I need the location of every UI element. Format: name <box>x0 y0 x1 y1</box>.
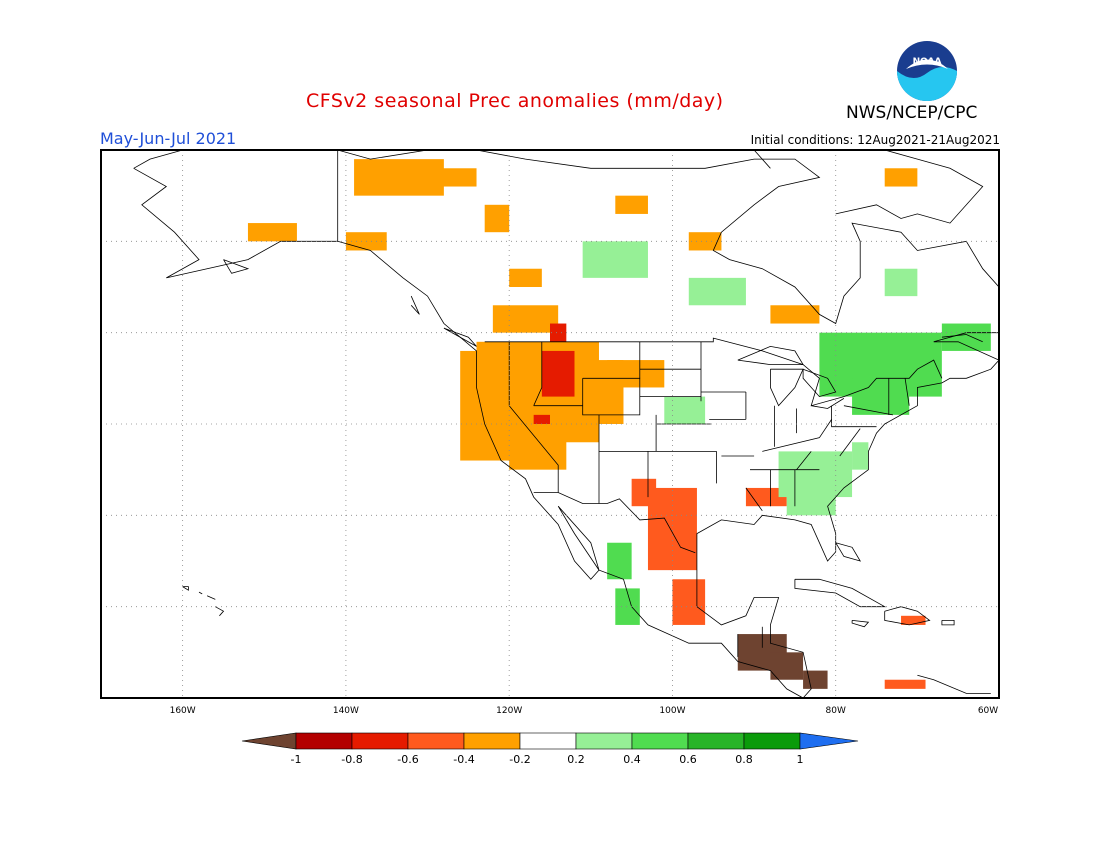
anomaly-cell-alaska-yukon-dry <box>509 268 542 287</box>
coastline-path <box>802 368 837 398</box>
anomaly-cell-hudson-bay-wet <box>664 396 706 424</box>
anomaly-cell-caribbean-dry <box>884 679 926 689</box>
anomaly-cell-texas-mexico-dry <box>672 579 706 625</box>
coastline-path <box>215 606 225 617</box>
lon-label: 120W <box>496 706 522 716</box>
colorbar-label: -0.6 <box>397 753 418 766</box>
coastline-path <box>851 620 870 628</box>
anomaly-cells <box>247 159 991 689</box>
colorbar-box <box>351 732 409 750</box>
coastline-path <box>206 595 216 600</box>
anomaly-cell-caribbean-dry <box>901 615 926 625</box>
lon-label: 60W <box>978 706 998 716</box>
colorbar-right-arrow <box>799 732 859 750</box>
anomaly-cell-northwest-us-dry <box>509 424 567 470</box>
lon-label: 100W <box>659 706 685 716</box>
coastline-path <box>941 334 983 343</box>
anomaly-cell-texas-mexico-dry <box>631 478 657 507</box>
season-label: May-Jun-Jul 2021 <box>100 129 237 148</box>
coastline-path <box>223 259 250 274</box>
colorbar-label: -0.4 <box>453 753 474 766</box>
colorbar-box <box>407 732 465 750</box>
anomaly-cell-hudson-bay-wet <box>688 277 746 306</box>
anomaly-cell-southeast-us-wet <box>786 487 836 516</box>
colorbar-box <box>687 732 745 750</box>
colorbar-label: -1 <box>291 753 302 766</box>
coastline-path <box>811 398 845 409</box>
coastline-path <box>904 378 910 406</box>
anomaly-cell-northwest-us-dry <box>492 305 559 333</box>
coastline-path <box>770 368 804 407</box>
colorbar-label: 1 <box>797 753 804 766</box>
anomaly-cell-central-america-very-dry <box>803 670 828 689</box>
colorbar-label: -0.2 <box>509 753 530 766</box>
anomaly-cell-central-america-very-dry <box>770 652 804 680</box>
coastline-path <box>843 405 893 416</box>
colorbar-label: 0.8 <box>735 753 753 766</box>
colorbar-left-arrow <box>241 732 297 750</box>
colorbar-box <box>519 732 577 750</box>
coastline-path <box>941 620 955 626</box>
coastline-path <box>484 337 943 407</box>
anomaly-cell-idaho-montana-core <box>550 323 567 342</box>
anomaly-cell-northeast-us-quebec-wet <box>852 378 910 415</box>
coastline-path <box>835 149 984 224</box>
coastline-path <box>762 419 832 452</box>
anomaly-cell-alaska-yukon-dry <box>484 204 510 233</box>
lon-label: 140W <box>333 706 359 716</box>
anomaly-cell-alaska-yukon-dry <box>615 195 648 214</box>
noaa-logo-icon: NOAA <box>897 41 957 101</box>
coastline-path <box>745 487 763 512</box>
agency-label: NWS/NCEP/CPC <box>846 103 978 123</box>
coastline-path <box>737 345 804 365</box>
coastline-path <box>794 578 887 608</box>
lon-labels: 160W 140W 120W 100W 80W 60W <box>170 706 999 716</box>
lon-label: 80W <box>826 706 846 716</box>
map-border <box>100 149 1000 699</box>
coastline-path <box>533 341 543 406</box>
anomaly-cell-alaska-yukon-dry <box>688 232 722 251</box>
coastline-path <box>582 377 641 416</box>
colorbar-box <box>743 732 801 750</box>
svg-text:NOAA: NOAA <box>913 57 942 67</box>
coastline-path <box>133 167 804 699</box>
colorbar-label: 0.2 <box>567 753 585 766</box>
anomaly-cell-idaho-montana-core <box>541 350 575 397</box>
anomaly-cell-idaho-montana-core <box>533 414 550 424</box>
anomaly-cell-alaska-yukon-dry <box>884 168 918 187</box>
anomaly-cell-alaska-yukon-dry <box>247 223 297 242</box>
colorbar-box <box>463 732 521 750</box>
anomaly-cell-alaska-yukon-dry <box>770 305 820 324</box>
anomaly-cell-hudson-bay-wet <box>582 241 648 278</box>
anomaly-cell-hudson-bay-wet <box>884 268 918 297</box>
anomaly-cell-west-mexico-wet <box>607 542 632 580</box>
coastline-path <box>796 451 812 470</box>
coastline-path <box>508 341 559 493</box>
precip-anomaly-map: 10N20N30N40N50N60N70N 160W140W120W100W80… <box>100 149 1000 716</box>
coastline-path <box>831 405 877 428</box>
coastline-path <box>839 428 861 457</box>
anomaly-cell-west-mexico-wet <box>615 588 640 625</box>
coastline-path <box>410 295 420 315</box>
coastline-path <box>835 542 862 562</box>
colorbar-label: 0.4 <box>623 753 641 766</box>
lon-label: 160W <box>170 706 196 716</box>
colorbar-box <box>575 732 633 750</box>
anomaly-cell-alaska-yukon-dry <box>427 168 477 187</box>
map-title: CFSv2 seasonal Prec anomalies (mm/day) <box>306 90 724 112</box>
colorbar-label: 0.6 <box>679 753 697 766</box>
colorbar-legend: -1 -0.8 -0.6 -0.4 -0.2 0.2 0.4 0.6 0.8 1 <box>241 732 859 766</box>
colorbar-box <box>295 732 353 750</box>
anomaly-cell-southeast-us-wet <box>852 442 869 470</box>
initial-conditions-label: Initial conditions: 12Aug2021-21Aug2021 <box>750 133 1000 147</box>
coastline-path <box>198 591 203 595</box>
coastline-path <box>533 492 696 554</box>
coastline-path <box>443 327 477 347</box>
coastline-path <box>182 586 189 591</box>
colorbar-box <box>631 732 689 750</box>
coastline-path <box>917 674 991 694</box>
anomaly-cell-northwest-us-dry <box>607 360 665 388</box>
colorbar-label: -0.8 <box>341 753 362 766</box>
